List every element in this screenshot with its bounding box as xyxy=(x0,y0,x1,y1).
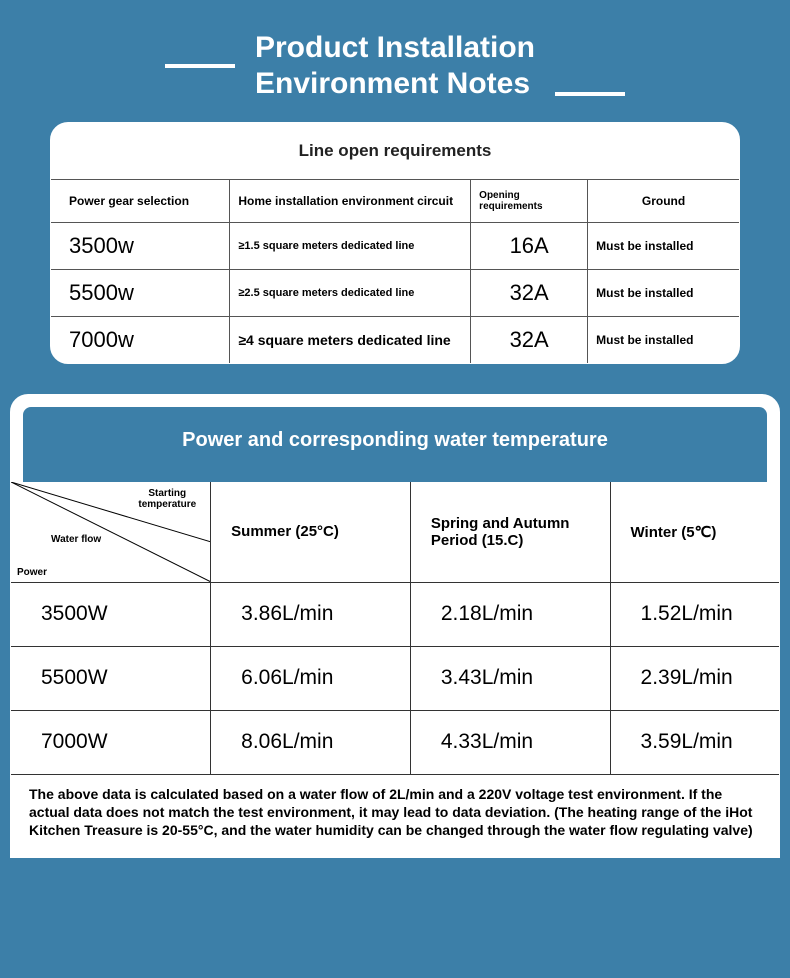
cell-ground: Must be installed xyxy=(588,223,739,270)
cell-winter: 1.52L/min xyxy=(610,582,779,646)
cell-winter: 3.59L/min xyxy=(610,710,779,774)
label-water-flow: Water flow xyxy=(51,534,101,545)
t2-body: 3500W3.86L/min2.18L/min1.52L/min5500W6.0… xyxy=(11,582,779,774)
cell-winter: 2.39L/min xyxy=(610,646,779,710)
table-row: 5500w≥2.5 square meters dedicated line32… xyxy=(51,270,739,317)
t1-body: 3500w≥1.5 square meters dedicated line16… xyxy=(51,223,739,364)
diagonal-header-cell: Startingtemperature Water flow Power xyxy=(11,482,211,582)
water-temp-card: Power and corresponding water temperatur… xyxy=(10,394,780,858)
cell-power: 3500W xyxy=(11,582,211,646)
card2-header: Power and corresponding water temperatur… xyxy=(23,407,767,482)
cell-power: 5500w xyxy=(51,270,230,317)
cell-power: 3500w xyxy=(51,223,230,270)
table-row: 3500w≥1.5 square meters dedicated line16… xyxy=(51,223,739,270)
line-requirements-card: Line open requirements Power gear select… xyxy=(50,122,740,364)
col-opening-req: Opening requirements xyxy=(471,180,588,223)
title-accent-right xyxy=(555,92,625,96)
table-row: 7000w≥4 square meters dedicated line32AM… xyxy=(51,317,739,364)
title-accent-left xyxy=(165,64,235,68)
table-row: 7000W8.06L/min4.33L/min3.59L/min xyxy=(11,710,779,774)
cell-amp: 32A xyxy=(471,270,588,317)
col-power-gear: Power gear selection xyxy=(51,180,230,223)
table-row: 3500W3.86L/min2.18L/min1.52L/min xyxy=(11,582,779,646)
cell-ground: Must be installed xyxy=(588,317,739,364)
table-header-row: Power gear selection Home installation e… xyxy=(51,180,739,223)
cell-env: ≥1.5 square meters dedicated line xyxy=(230,223,471,270)
cell-power: 7000w xyxy=(51,317,230,364)
col-spring-autumn: Spring and Autumn Period (15.C) xyxy=(410,482,610,582)
cell-summer: 6.06L/min xyxy=(211,646,411,710)
cell-env: ≥2.5 square meters dedicated line xyxy=(230,270,471,317)
water-temp-table: Startingtemperature Water flow Power Sum… xyxy=(11,482,779,775)
col-summer: Summer (25°C) xyxy=(211,482,411,582)
col-env-circuit: Home installation environment circuit xyxy=(230,180,471,223)
col-winter: Winter (5℃) xyxy=(610,482,779,582)
cell-env: ≥4 square meters dedicated line xyxy=(230,317,471,364)
cell-power: 5500W xyxy=(11,646,211,710)
label-starting-temp: Startingtemperature xyxy=(138,488,196,510)
col-ground: Ground xyxy=(588,180,739,223)
cell-ground: Must be installed xyxy=(588,270,739,317)
page-title-row: Product InstallationEnvironment Notes xyxy=(0,0,790,122)
cell-spring: 2.18L/min xyxy=(410,582,610,646)
cell-spring: 3.43L/min xyxy=(410,646,610,710)
label-power: Power xyxy=(17,567,47,578)
page-title: Product InstallationEnvironment Notes xyxy=(255,30,535,102)
table-row: 5500W6.06L/min3.43L/min2.39L/min xyxy=(11,646,779,710)
card1-header: Line open requirements xyxy=(51,123,739,179)
cell-summer: 3.86L/min xyxy=(211,582,411,646)
cell-amp: 16A xyxy=(471,223,588,270)
t2-header-row: Startingtemperature Water flow Power Sum… xyxy=(11,482,779,582)
cell-power: 7000W xyxy=(11,710,211,774)
footnote-text: The above data is calculated based on a … xyxy=(11,775,779,858)
line-requirements-table: Power gear selection Home installation e… xyxy=(51,179,739,363)
cell-amp: 32A xyxy=(471,317,588,364)
cell-spring: 4.33L/min xyxy=(410,710,610,774)
cell-summer: 8.06L/min xyxy=(211,710,411,774)
